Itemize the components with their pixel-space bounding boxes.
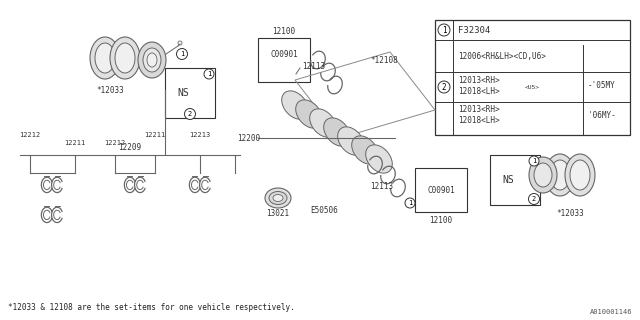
Text: C00901: C00901 xyxy=(270,50,298,59)
Ellipse shape xyxy=(265,188,291,208)
Text: 1: 1 xyxy=(408,200,412,206)
Circle shape xyxy=(529,156,539,166)
Circle shape xyxy=(438,81,450,93)
Text: 2: 2 xyxy=(188,111,192,117)
Text: *12033: *12033 xyxy=(556,209,584,218)
Text: 12113: 12113 xyxy=(302,61,325,70)
Circle shape xyxy=(177,49,188,60)
Text: NS: NS xyxy=(177,88,189,98)
Ellipse shape xyxy=(534,163,552,187)
Text: 12211: 12211 xyxy=(145,132,166,138)
Text: A010001146: A010001146 xyxy=(589,309,632,315)
Text: 12018<LH>: 12018<LH> xyxy=(458,86,500,95)
Text: 12209: 12209 xyxy=(118,142,141,151)
Bar xyxy=(490,155,540,205)
Ellipse shape xyxy=(110,37,140,79)
Ellipse shape xyxy=(90,37,120,79)
Ellipse shape xyxy=(138,42,166,78)
Text: 12200: 12200 xyxy=(237,133,260,142)
Text: 12211: 12211 xyxy=(65,140,86,146)
Ellipse shape xyxy=(529,157,557,193)
Circle shape xyxy=(529,194,540,204)
Text: -'05MY: -'05MY xyxy=(588,81,616,90)
Text: <U5>: <U5> xyxy=(525,84,540,90)
Ellipse shape xyxy=(178,41,182,45)
Text: 1: 1 xyxy=(180,51,184,57)
Bar xyxy=(415,168,467,212)
Text: 12213: 12213 xyxy=(189,132,211,138)
Bar xyxy=(258,38,310,82)
Ellipse shape xyxy=(269,191,287,204)
Text: 12100: 12100 xyxy=(429,215,452,225)
Ellipse shape xyxy=(115,43,135,73)
Text: 1: 1 xyxy=(207,71,211,77)
Ellipse shape xyxy=(352,136,378,164)
Text: 12212: 12212 xyxy=(104,140,125,146)
Text: 12013<RH>: 12013<RH> xyxy=(458,76,500,84)
Ellipse shape xyxy=(338,127,364,155)
Text: 12212: 12212 xyxy=(19,132,40,138)
Text: F32304: F32304 xyxy=(458,26,490,35)
Text: NS: NS xyxy=(502,175,514,185)
Ellipse shape xyxy=(550,160,570,190)
Text: 12013<RH>: 12013<RH> xyxy=(458,105,500,114)
Text: *12108: *12108 xyxy=(370,55,397,65)
Text: *12033 & 12108 are the set-items for one vehicle respectively.: *12033 & 12108 are the set-items for one… xyxy=(8,303,295,313)
Circle shape xyxy=(405,198,415,208)
Ellipse shape xyxy=(570,160,590,190)
Text: 12018<LH>: 12018<LH> xyxy=(458,116,500,124)
Ellipse shape xyxy=(324,118,350,146)
Text: 12113: 12113 xyxy=(370,181,393,190)
Text: 12100: 12100 xyxy=(273,27,296,36)
Text: *12033: *12033 xyxy=(96,85,124,94)
Ellipse shape xyxy=(143,48,161,72)
Text: E50506: E50506 xyxy=(310,205,338,214)
Text: 2: 2 xyxy=(532,196,536,202)
Ellipse shape xyxy=(545,154,575,196)
Ellipse shape xyxy=(147,53,157,67)
Ellipse shape xyxy=(273,195,283,202)
Text: 12006<RH&LH><CD,U6>: 12006<RH&LH><CD,U6> xyxy=(458,52,546,60)
Bar xyxy=(165,68,215,118)
Circle shape xyxy=(184,108,195,119)
Text: '06MY-: '06MY- xyxy=(588,110,616,119)
Ellipse shape xyxy=(565,154,595,196)
Ellipse shape xyxy=(310,109,336,137)
Circle shape xyxy=(438,24,450,36)
Circle shape xyxy=(204,69,214,79)
Text: 1: 1 xyxy=(442,26,446,35)
Bar xyxy=(435,20,630,135)
Ellipse shape xyxy=(365,145,392,173)
Ellipse shape xyxy=(95,43,115,73)
Ellipse shape xyxy=(282,91,308,119)
Text: 1: 1 xyxy=(532,158,536,164)
Text: 2: 2 xyxy=(442,83,446,92)
Text: C00901: C00901 xyxy=(427,186,455,195)
Text: 13021: 13021 xyxy=(266,209,289,218)
Ellipse shape xyxy=(296,100,323,128)
